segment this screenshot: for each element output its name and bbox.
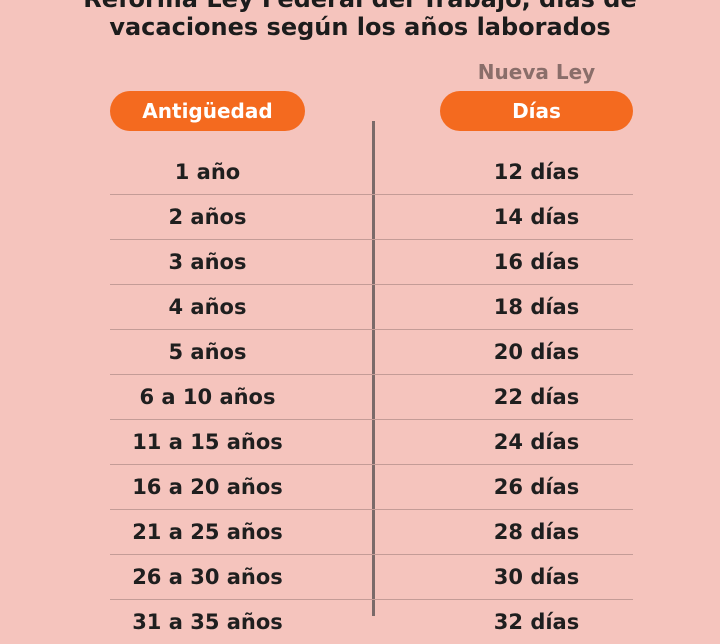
dias-cell: 20 días	[493, 340, 580, 364]
table-row: 11 a 15 años 24 días	[110, 420, 633, 465]
vacation-table: 1 año 12 días 2 años 14 días 3 años 16 d…	[110, 150, 633, 644]
dias-cell: 26 días	[493, 475, 580, 499]
column-divider	[372, 121, 375, 616]
dias-cell: 32 días	[493, 610, 580, 634]
dias-cell: 12 días	[493, 160, 580, 184]
antiguedad-cell: 1 año	[174, 160, 241, 184]
antiguedad-cell: 11 a 15 años	[132, 430, 283, 454]
table-row: 1 año 12 días	[110, 150, 633, 195]
dias-cell: 14 días	[493, 205, 580, 229]
antiguedad-cell: 31 a 35 años	[132, 610, 283, 634]
antiguedad-header: Antigüedad	[110, 91, 305, 131]
table-row: 21 a 25 años 28 días	[110, 510, 633, 555]
antiguedad-cell: 5 años	[168, 340, 247, 364]
antiguedad-cell: 6 a 10 años	[139, 385, 276, 409]
dias-cell: 16 días	[493, 250, 580, 274]
title-line-1: Reforma Ley Federal del Trabajo, días de	[0, 0, 720, 13]
dias-cell: 30 días	[493, 565, 580, 589]
antiguedad-cell: 4 años	[168, 295, 247, 319]
table-row: 26 a 30 años 30 días	[110, 555, 633, 600]
antiguedad-cell: 3 años	[168, 250, 247, 274]
table-row: 31 a 35 años 32 días	[110, 600, 633, 644]
dias-cell: 24 días	[493, 430, 580, 454]
table-row: 4 años 18 días	[110, 285, 633, 330]
table-row: 3 años 16 días	[110, 240, 633, 285]
table-row: 5 años 20 días	[110, 330, 633, 375]
antiguedad-cell: 2 años	[168, 205, 247, 229]
title-line-2: vacaciones según los años laborados	[109, 13, 611, 41]
table-row: 6 a 10 años 22 días	[110, 375, 633, 420]
dias-cell: 28 días	[493, 520, 580, 544]
antiguedad-cell: 26 a 30 años	[132, 565, 283, 589]
antiguedad-cell: 16 a 20 años	[132, 475, 283, 499]
antiguedad-cell: 21 a 25 años	[132, 520, 283, 544]
table-row: 2 años 14 días	[110, 195, 633, 240]
nueva-ley-label: Nueva Ley	[477, 60, 596, 84]
dias-cell: 18 días	[493, 295, 580, 319]
dias-header: Días	[440, 91, 633, 131]
dias-cell: 22 días	[493, 385, 580, 409]
table-row: 16 a 20 años 26 días	[110, 465, 633, 510]
